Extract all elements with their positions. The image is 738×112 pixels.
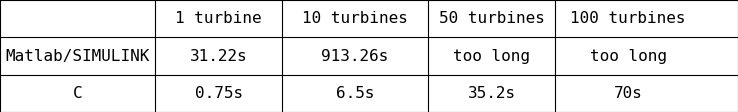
Text: 6.5s: 6.5s: [336, 86, 374, 101]
Text: C: C: [72, 86, 83, 101]
Text: 70s: 70s: [614, 86, 643, 101]
Text: Matlab/SIMULINK: Matlab/SIMULINK: [5, 48, 150, 64]
Text: 10 turbines: 10 turbines: [303, 11, 408, 26]
Text: 913.26s: 913.26s: [322, 48, 389, 64]
Text: too long: too long: [590, 48, 666, 64]
Text: too long: too long: [453, 48, 530, 64]
Text: 35.2s: 35.2s: [468, 86, 516, 101]
Text: 0.75s: 0.75s: [195, 86, 243, 101]
Text: 100 turbines: 100 turbines: [570, 11, 686, 26]
Text: 31.22s: 31.22s: [190, 48, 247, 64]
Text: 1 turbine: 1 turbine: [176, 11, 262, 26]
Text: 50 turbines: 50 turbines: [439, 11, 545, 26]
